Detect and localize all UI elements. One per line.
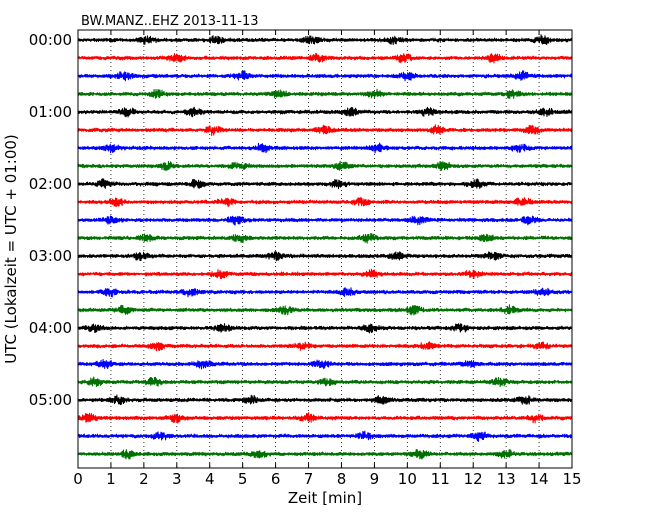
trace-line-0330 (77, 287, 573, 298)
trace-line-0030 (77, 70, 573, 82)
trace-line-0300 (77, 251, 573, 262)
x-tick-label: 15 (562, 470, 581, 488)
x-tick-label: 5 (238, 470, 248, 488)
x-tick-label: 14 (530, 470, 549, 488)
x-tick-label: 11 (431, 470, 450, 488)
trace-line-0345 (77, 304, 573, 316)
trace-line-0045 (77, 88, 573, 99)
x-tick-label: 7 (304, 470, 314, 488)
trace-line-0130 (77, 142, 573, 154)
x-tick-label: 12 (464, 470, 483, 488)
x-tick-label: 2 (139, 470, 149, 488)
y-axis-label: UTC (Lokalzeit = UTC + 01:00) (2, 134, 20, 364)
x-tick-label: 0 (73, 470, 83, 488)
x-tick-label: 1 (106, 470, 116, 488)
x-tick-label: 4 (205, 470, 215, 488)
trace-line-0415 (77, 341, 573, 352)
x-axis-label: Zeit [min] (288, 489, 362, 507)
y-tick-label: 02:00 (29, 175, 72, 193)
trace-line-0230 (77, 215, 573, 226)
x-tick-label: 8 (337, 470, 347, 488)
axis-ticks (77, 30, 573, 468)
trace-line-0545 (77, 449, 573, 460)
axes-frame (77, 29, 573, 469)
trace-line-0400 (77, 323, 573, 334)
x-tick-label: 10 (398, 470, 417, 488)
y-tick-label: 01:00 (29, 103, 72, 121)
trace-line-0515 (77, 412, 573, 424)
axis-tick-labels: 0 1 2 3 4 5 6 7 8 9 10 11 12 13 14 1500:0001:0002:0003:… (29, 31, 582, 488)
trace-line-0000 (77, 34, 573, 46)
x-tick-label: 6 (271, 470, 281, 488)
trace-line-0015 (77, 52, 573, 64)
x-tick-label: 3 (172, 470, 182, 488)
chart-title: BW.MANZ..EHZ 2013-11-13 (81, 14, 259, 29)
trace-line-0500 (77, 394, 573, 406)
y-tick-label: 05:00 (29, 391, 72, 409)
y-tick-label: 00:00 (29, 31, 72, 49)
trace-line-0445 (77, 376, 573, 388)
y-tick-label: 03:00 (29, 247, 72, 265)
trace-line-0145 (77, 160, 573, 171)
y-tick-label: 04:00 (29, 319, 72, 337)
trace-line-0115 (77, 124, 573, 137)
trace-series (77, 34, 573, 460)
trace-line-0215 (77, 196, 573, 208)
x-tick-label: 9 (370, 470, 380, 488)
trace-line-0200 (77, 178, 573, 190)
x-tick-label: 13 (497, 470, 516, 488)
trace-line-0315 (77, 268, 573, 280)
trace-line-0430 (77, 358, 573, 370)
trace-line-0100 (77, 106, 573, 118)
trace-line-0530 (77, 430, 573, 442)
grid-lines (110, 30, 540, 468)
trace-line-0245 (77, 233, 573, 244)
